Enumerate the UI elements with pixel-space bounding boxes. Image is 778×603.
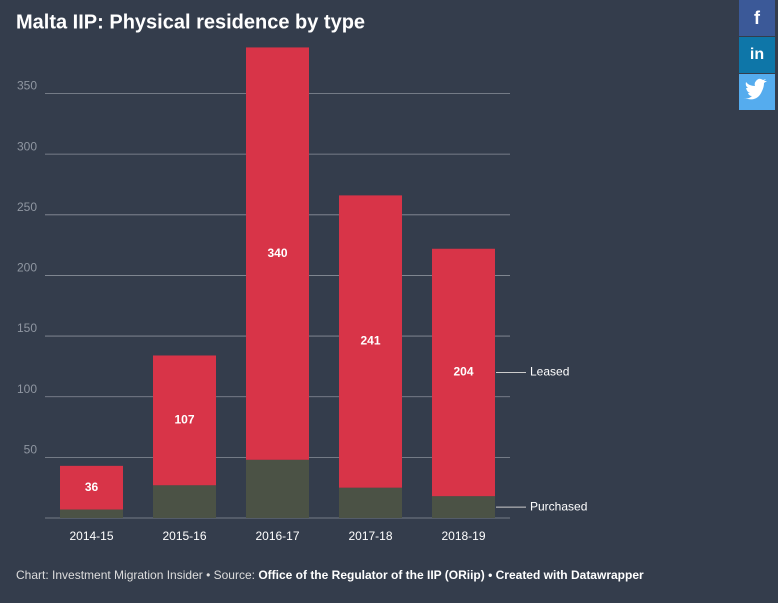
- value-label: 241: [360, 334, 380, 348]
- y-tick-label: 150: [17, 321, 37, 335]
- facebook-icon[interactable]: f: [754, 8, 761, 28]
- bar-segment: [153, 355, 216, 486]
- bar-segment: [60, 509, 123, 518]
- chart-title: Malta IIP: Physical residence by type: [16, 11, 365, 33]
- y-tick-label: 100: [17, 382, 37, 396]
- y-tick-label: 350: [17, 79, 37, 93]
- bar-segment: [246, 47, 309, 460]
- bar-segment: [432, 496, 495, 518]
- x-tick-label: 2015-16: [162, 529, 206, 543]
- footer-credit: Chart: Investment Migration Insider • So…: [16, 568, 255, 582]
- linkedin-icon[interactable]: in: [750, 46, 764, 63]
- legend-label: Purchased: [530, 499, 587, 513]
- y-tick-label: 300: [17, 139, 37, 153]
- bar-segment: [246, 459, 309, 518]
- legend-label: Leased: [530, 365, 569, 379]
- value-label: 107: [174, 413, 194, 427]
- linkedin-button[interactable]: [739, 37, 775, 73]
- facebook-button[interactable]: [739, 0, 775, 36]
- bar-segment: [60, 465, 123, 510]
- y-tick-label: 200: [17, 261, 37, 275]
- footer-source: Office of the Regulator of the IIP (ORii…: [258, 568, 644, 582]
- bar-segment: [339, 487, 402, 518]
- twitter-icon[interactable]: [743, 78, 767, 100]
- x-tick-label: 2014-15: [69, 529, 113, 543]
- footer: Chart: Investment Migration Insider • So…: [16, 568, 644, 582]
- bar-segment: [153, 485, 216, 518]
- x-tick-label: 2018-19: [441, 529, 485, 543]
- y-tick-label: 250: [17, 200, 37, 214]
- bar-segment: [339, 195, 402, 488]
- value-label: 204: [453, 365, 473, 379]
- value-label: 340: [267, 246, 287, 260]
- x-tick-label: 2017-18: [348, 529, 392, 543]
- bar-segment: [432, 248, 495, 497]
- x-tick-label: 2016-17: [255, 529, 299, 543]
- value-label: 36: [85, 480, 99, 494]
- y-tick-label: 50: [24, 443, 38, 457]
